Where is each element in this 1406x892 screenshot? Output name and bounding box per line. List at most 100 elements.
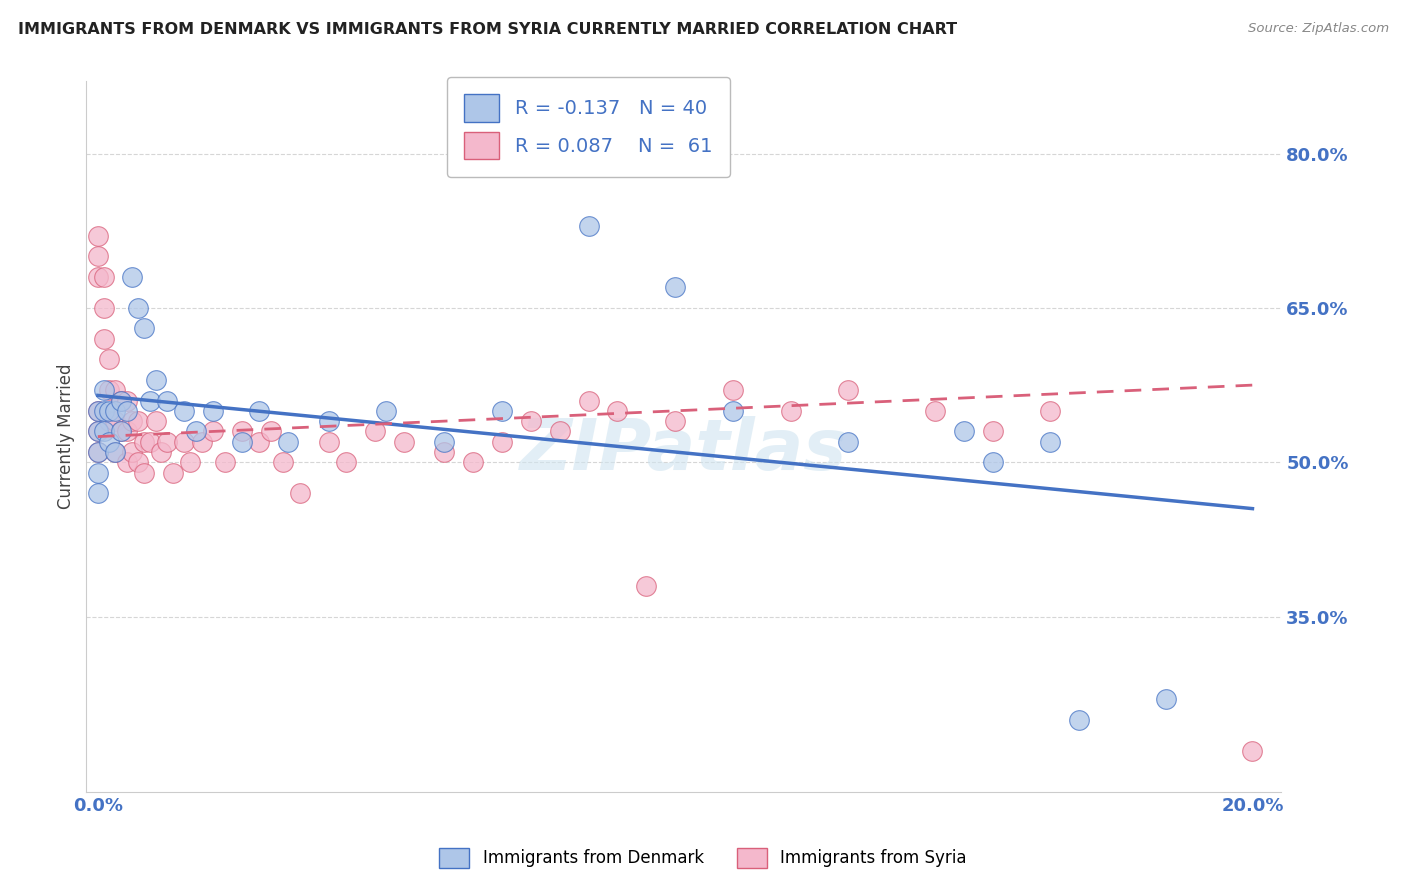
Point: [93, 425, 115, 439]
Point: [93, 270, 115, 285]
Point: [115, 404, 138, 418]
Point: [98, 384, 121, 398]
Point: [173, 434, 195, 449]
Point: [318, 434, 340, 449]
Point: [664, 280, 686, 294]
Point: [87, 228, 110, 243]
Point: [578, 219, 600, 233]
Point: [87, 404, 110, 418]
Point: [837, 384, 859, 398]
Point: [127, 301, 149, 315]
Point: [491, 434, 513, 449]
Point: [121, 414, 143, 428]
Text: ZIPatlas: ZIPatlas: [520, 417, 848, 485]
Point: [98, 414, 121, 428]
Text: Source: ZipAtlas.com: Source: ZipAtlas.com: [1249, 22, 1389, 36]
Point: [721, 384, 744, 398]
Point: [132, 321, 155, 335]
Point: [115, 425, 138, 439]
Point: [98, 404, 121, 418]
Point: [231, 425, 253, 439]
Legend: R = -0.137   N = 40, R = 0.087    N =  61: R = -0.137 N = 40, R = 0.087 N = 61: [447, 77, 730, 177]
Point: [173, 404, 195, 418]
Point: [145, 414, 167, 428]
Point: [139, 434, 162, 449]
Point: [127, 414, 149, 428]
Point: [162, 466, 184, 480]
Point: [721, 404, 744, 418]
Point: [277, 434, 299, 449]
Point: [179, 455, 201, 469]
Point: [132, 466, 155, 480]
Point: [156, 434, 179, 449]
Point: [249, 434, 271, 449]
Point: [924, 404, 946, 418]
Point: [636, 579, 658, 593]
Point: [87, 486, 110, 500]
Point: [110, 393, 132, 408]
Point: [93, 332, 115, 346]
Point: [231, 434, 253, 449]
Point: [145, 373, 167, 387]
Point: [132, 434, 155, 449]
Point: [87, 425, 110, 439]
Point: [110, 425, 132, 439]
Point: [87, 404, 110, 418]
Point: [98, 434, 121, 449]
Point: [260, 425, 283, 439]
Point: [87, 270, 110, 285]
Point: [184, 425, 207, 439]
Point: [150, 445, 173, 459]
Point: [433, 434, 456, 449]
Point: [1154, 692, 1177, 706]
Point: [139, 393, 162, 408]
Point: [104, 414, 127, 428]
Point: [115, 393, 138, 408]
Point: [127, 455, 149, 469]
Point: [779, 404, 801, 418]
Point: [548, 425, 571, 439]
Point: [837, 434, 859, 449]
Point: [318, 414, 340, 428]
Point: [664, 414, 686, 428]
Point: [335, 455, 357, 469]
Point: [121, 270, 143, 285]
Point: [364, 425, 387, 439]
Point: [578, 393, 600, 408]
Point: [202, 404, 225, 418]
Point: [104, 404, 127, 418]
Point: [981, 425, 1004, 439]
Point: [249, 404, 271, 418]
Point: [87, 445, 110, 459]
Point: [433, 445, 456, 459]
Point: [288, 486, 311, 500]
Point: [87, 249, 110, 263]
Point: [115, 455, 138, 469]
Point: [104, 384, 127, 398]
Text: IMMIGRANTS FROM DENMARK VS IMMIGRANTS FROM SYRIA CURRENTLY MARRIED CORRELATION C: IMMIGRANTS FROM DENMARK VS IMMIGRANTS FR…: [18, 22, 957, 37]
Point: [491, 404, 513, 418]
Point: [110, 393, 132, 408]
Point: [93, 301, 115, 315]
Point: [202, 425, 225, 439]
Point: [981, 455, 1004, 469]
Point: [1241, 743, 1264, 757]
Point: [87, 425, 110, 439]
Point: [1039, 434, 1062, 449]
Point: [93, 404, 115, 418]
Legend: Immigrants from Denmark, Immigrants from Syria: Immigrants from Denmark, Immigrants from…: [433, 841, 973, 875]
Point: [271, 455, 294, 469]
Point: [1039, 404, 1062, 418]
Point: [520, 414, 543, 428]
Point: [110, 425, 132, 439]
Point: [104, 445, 127, 459]
Point: [104, 445, 127, 459]
Point: [952, 425, 974, 439]
Point: [156, 393, 179, 408]
Point: [190, 434, 212, 449]
Point: [392, 434, 415, 449]
Point: [606, 404, 628, 418]
Point: [214, 455, 236, 469]
Point: [87, 466, 110, 480]
Point: [93, 384, 115, 398]
